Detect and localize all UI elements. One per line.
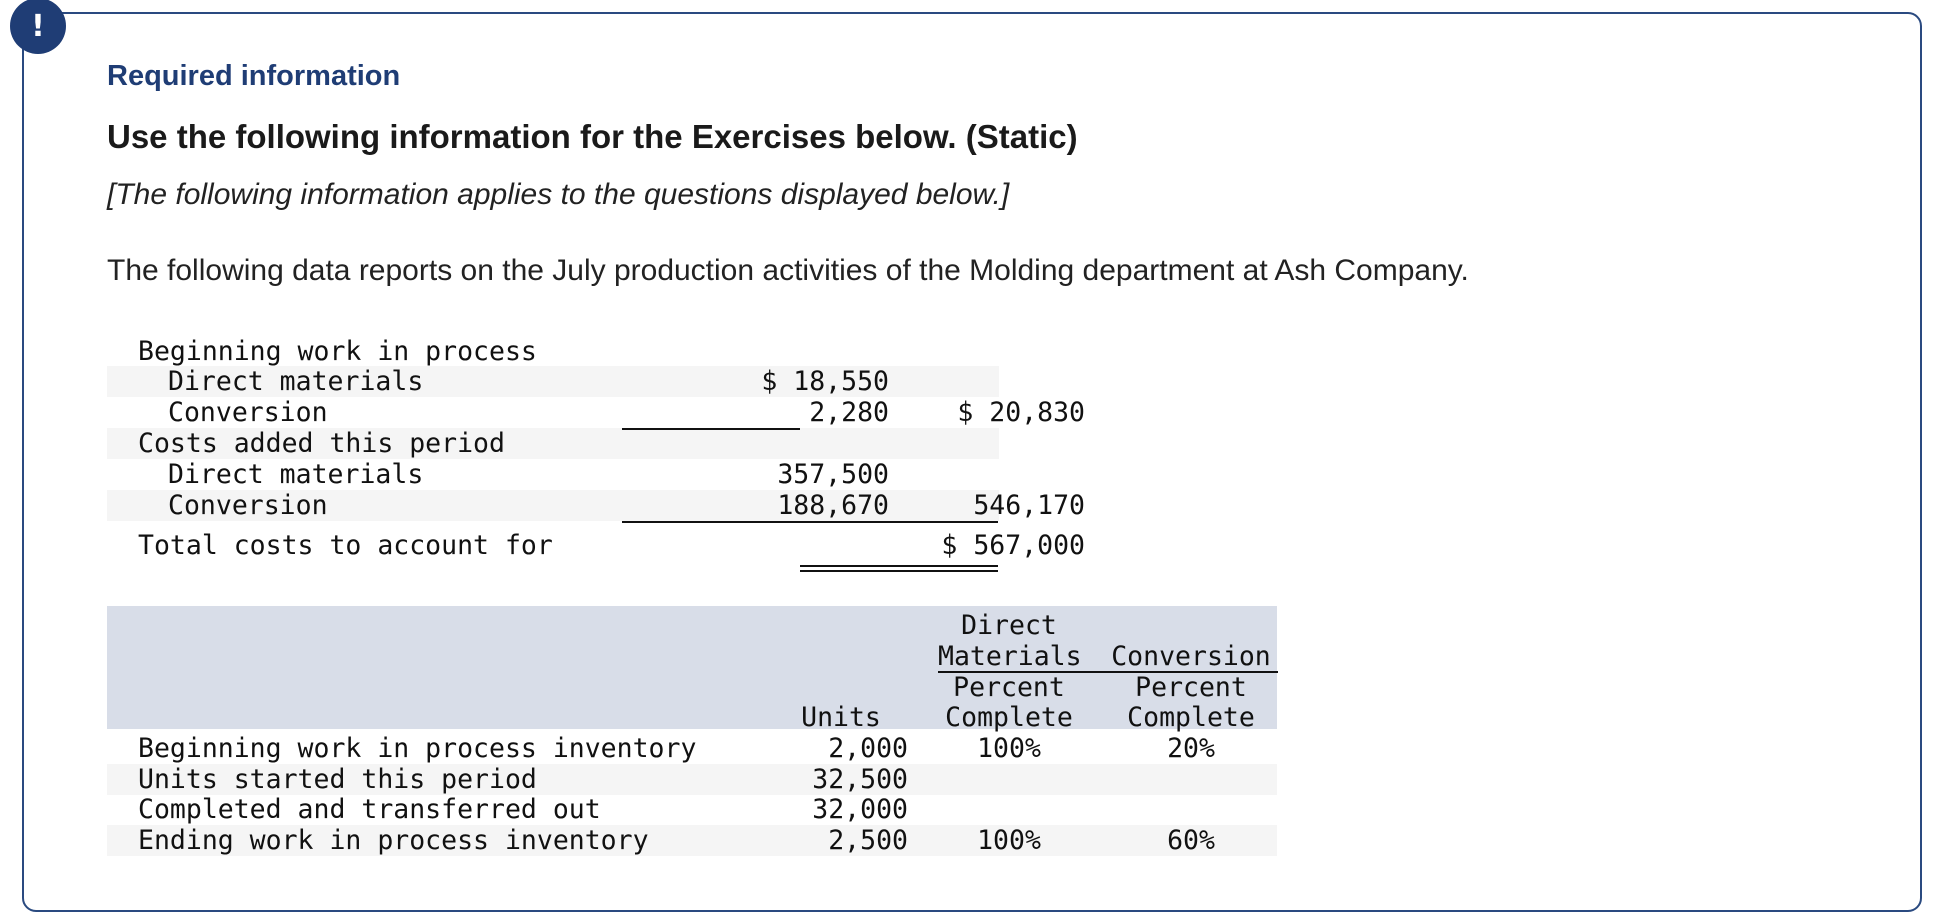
row-dm-pct: 100% bbox=[977, 733, 1041, 764]
exercise-title: Use the following information for the Ex… bbox=[107, 118, 1078, 155]
cost-value: 188,670 bbox=[777, 490, 889, 521]
underline bbox=[622, 428, 800, 430]
row-conv-pct: 60% bbox=[1167, 825, 1215, 856]
cost-value: $ 18,550 bbox=[761, 366, 889, 397]
col-header: Direct bbox=[961, 610, 1057, 641]
row-label: Beginning work in process inventory bbox=[138, 733, 697, 764]
table-row: Ending work in process inventory 2,500 1… bbox=[107, 825, 1277, 856]
alert-icon: ! bbox=[10, 0, 66, 54]
table-row: Beginning work in process inventory 2,00… bbox=[107, 733, 1277, 764]
col-header: Materials bbox=[938, 641, 1082, 672]
cost-row: Conversion 2,280 $ 20,830 bbox=[107, 397, 1085, 428]
cost-label: Total costs to account for bbox=[138, 530, 553, 561]
row-units: 32,500 bbox=[812, 764, 908, 795]
cost-label: Conversion bbox=[168, 490, 328, 521]
cost-row: Costs added this period bbox=[107, 428, 999, 459]
cost-label: Beginning work in process bbox=[138, 336, 537, 367]
row-conv-pct: 20% bbox=[1167, 733, 1215, 764]
col-header: Complete bbox=[945, 702, 1073, 733]
col-header: Percent bbox=[1135, 672, 1247, 703]
cost-row: Direct materials 357,500 bbox=[107, 459, 999, 490]
header-rule bbox=[938, 671, 1278, 673]
cost-row: Total costs to account for $ 567,000 bbox=[107, 530, 1085, 561]
row-units: 32,000 bbox=[812, 794, 908, 825]
intro-text: The following data reports on the July p… bbox=[107, 254, 1469, 287]
cost-row: Beginning work in process bbox=[107, 336, 999, 367]
cost-total: $ 567,000 bbox=[941, 530, 1085, 561]
table-row: Completed and transferred out 32,000 bbox=[107, 794, 1277, 825]
cost-row: Conversion 188,670 546,170 bbox=[107, 490, 1085, 521]
row-label: Completed and transferred out bbox=[138, 794, 601, 825]
underline bbox=[800, 521, 998, 523]
col-header: Units bbox=[801, 702, 881, 733]
col-header: Conversion bbox=[1111, 641, 1271, 672]
row-label: Ending work in process inventory bbox=[138, 825, 649, 856]
double-underline bbox=[800, 565, 998, 572]
required-info-label: Required information bbox=[107, 60, 401, 92]
table-row: Units started this period 32,500 bbox=[107, 764, 1277, 795]
cost-value: 357,500 bbox=[777, 459, 889, 490]
underline bbox=[622, 521, 800, 523]
row-label: Units started this period bbox=[138, 764, 537, 795]
col-header: Percent bbox=[953, 672, 1065, 703]
row-units: 2,500 bbox=[828, 825, 908, 856]
col-header: Complete bbox=[1127, 702, 1255, 733]
row-units: 2,000 bbox=[828, 733, 908, 764]
info-card bbox=[22, 12, 1922, 912]
cost-label: Costs added this period bbox=[138, 428, 505, 459]
cost-label: Conversion bbox=[168, 397, 328, 428]
cost-label: Direct materials bbox=[168, 459, 424, 490]
cost-value: 2,280 bbox=[809, 397, 889, 428]
applies-note: [The following information applies to th… bbox=[107, 178, 1010, 211]
cost-subtotal: 546,170 bbox=[973, 490, 1085, 521]
row-dm-pct: 100% bbox=[977, 825, 1041, 856]
cost-row: Direct materials $ 18,550 bbox=[107, 366, 999, 397]
cost-label: Direct materials bbox=[168, 366, 424, 397]
units-header-band bbox=[107, 606, 1277, 729]
cost-subtotal: $ 20,830 bbox=[957, 397, 1085, 428]
